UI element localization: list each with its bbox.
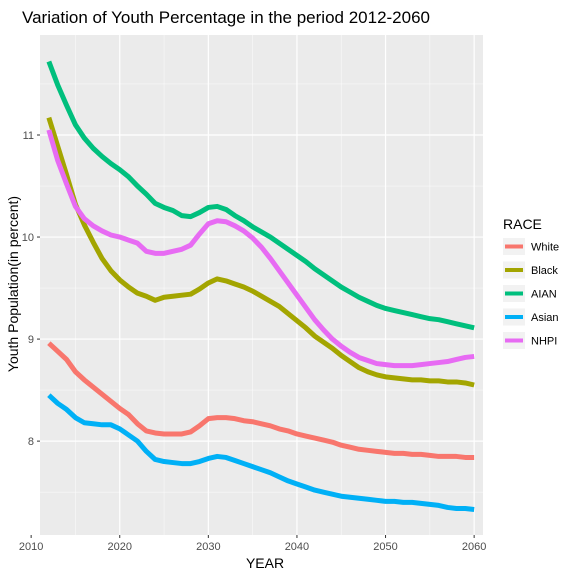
x-axis-title: YEAR	[246, 555, 284, 571]
x-tick-label: 2060	[462, 541, 486, 553]
series-line-black	[46, 116, 475, 388]
y-tick-label: 9	[28, 334, 34, 346]
y-tick-label: 11	[23, 130, 34, 142]
x-tick-label: 2030	[196, 541, 220, 553]
legend-label-asian: Asian	[531, 312, 559, 324]
chart-title: Variation of Youth Percentage in the per…	[22, 8, 430, 27]
legend: RACE White Black AIAN Asian NHPI	[503, 216, 559, 349]
x-tick-label: 2040	[285, 541, 309, 553]
y-axis: 8 9 10 11	[22, 130, 40, 448]
series-line-asian	[47, 393, 475, 512]
legend-label-black: Black	[531, 265, 558, 277]
y-axis-title: Youth Population(in percent)	[5, 196, 21, 372]
series-lines	[46, 60, 475, 512]
legend-title: RACE	[503, 216, 542, 232]
y-tick-label: 8	[28, 436, 34, 448]
x-tick-label: 2010	[19, 541, 43, 553]
series-line-aian	[46, 60, 475, 331]
legend-label-white: White	[531, 242, 559, 254]
series-line-nhpi	[46, 129, 475, 369]
y-tick-label: 10	[22, 232, 34, 244]
series-line-white	[47, 341, 475, 460]
plot-panel	[40, 35, 483, 535]
grid-minor	[40, 35, 483, 535]
legend-label-aian: AIAN	[531, 289, 557, 301]
legend-label-nhpi: NHPI	[531, 336, 557, 348]
grid-major	[30, 35, 483, 535]
x-tick-label: 2050	[373, 541, 397, 553]
x-tick-label: 2020	[107, 541, 131, 553]
x-axis: 2010 2020 2030 2040 2050 2060	[19, 535, 486, 553]
